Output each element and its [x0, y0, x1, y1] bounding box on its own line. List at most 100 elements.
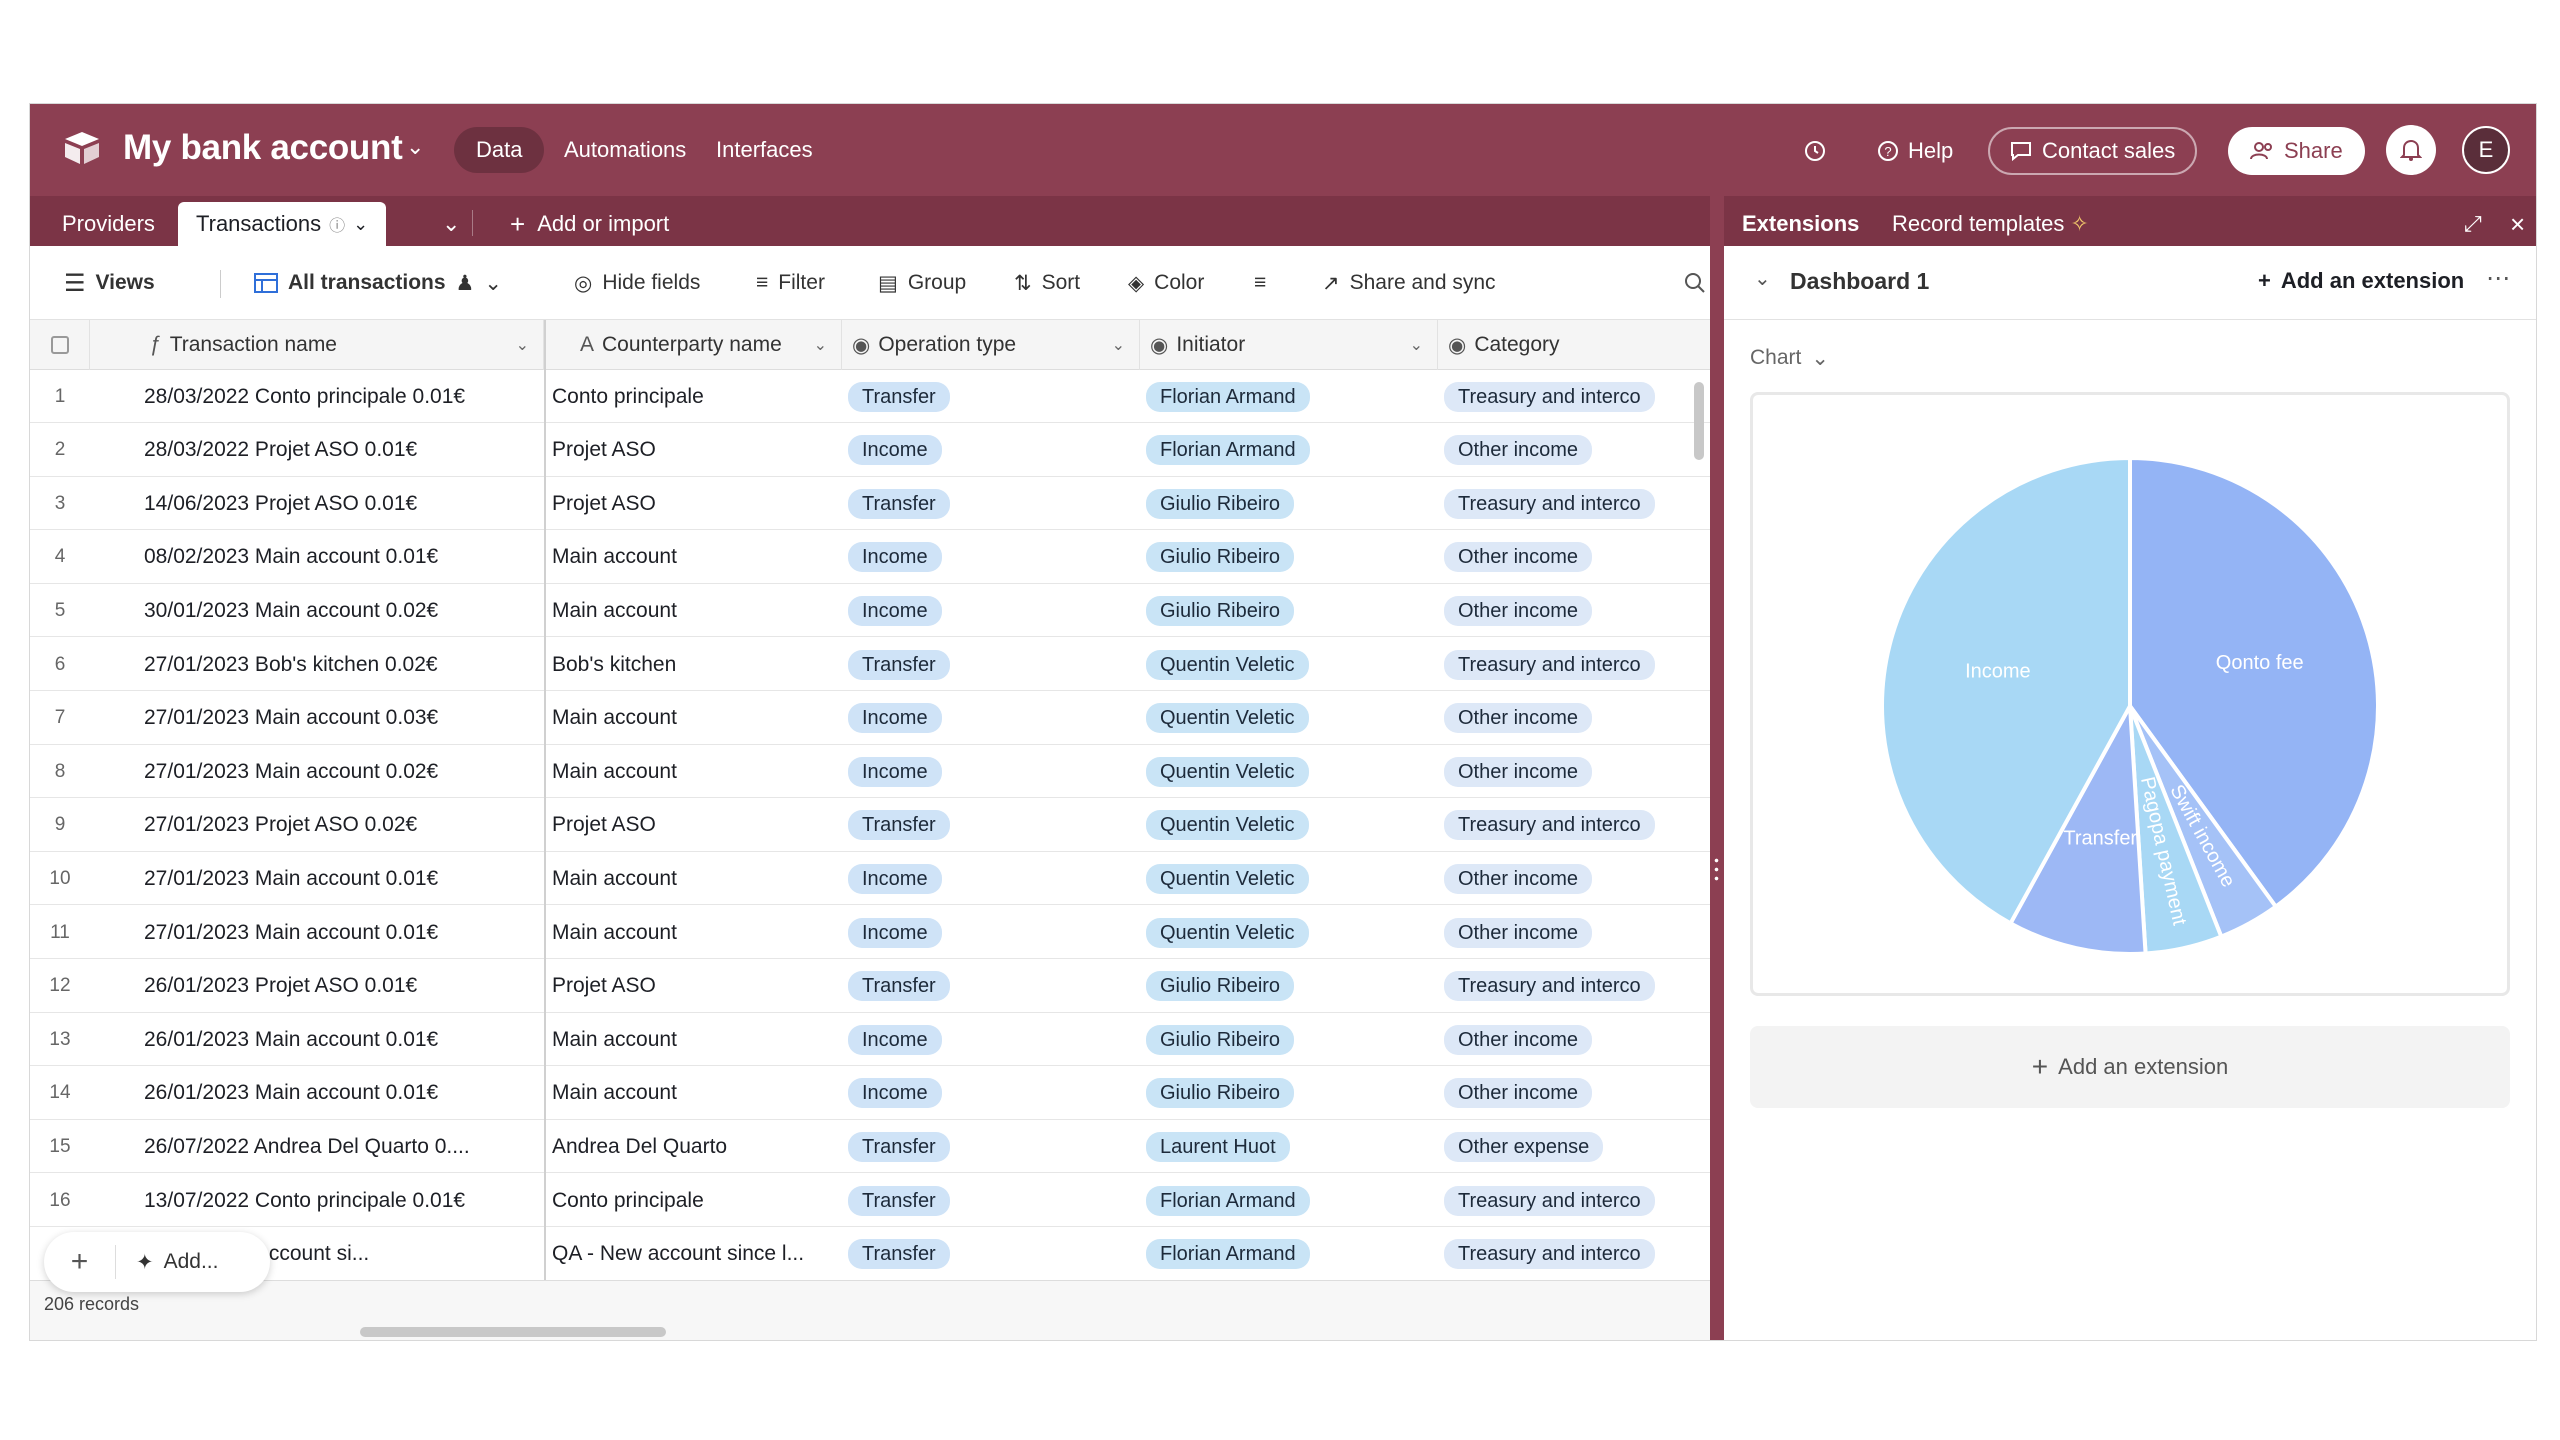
cell-category[interactable]: Other income [1444, 692, 1710, 745]
share-sync-button[interactable]: ↗ Share and sync [1322, 246, 1496, 320]
cell-counterparty-name[interactable]: Main account [552, 706, 677, 730]
cell-counterparty-name[interactable]: Projet ASO [552, 974, 656, 998]
add-extension-box[interactable]: + Add an extension [1750, 1026, 2510, 1108]
cell-transaction-name[interactable]: 26/01/2023 Projet ASO 0.01€ [144, 974, 418, 998]
chevron-down-icon[interactable]: ⌄ [515, 337, 529, 354]
panel-resize-handle[interactable] [1710, 196, 1724, 1340]
group-button[interactable]: ▤ Group [878, 246, 966, 320]
cell-category[interactable]: Treasury and interco [1444, 370, 1710, 423]
cell-transaction-name[interactable]: 14/06/2023 Projet ASO 0.01€ [144, 491, 418, 515]
chevron-down-icon[interactable]: ⌄ [1409, 337, 1423, 354]
cell-category[interactable]: Treasury and interco [1444, 960, 1710, 1013]
vertical-scrollbar[interactable] [1694, 382, 1704, 460]
share-button[interactable]: Share [2228, 127, 2365, 175]
expand-icon[interactable]: ⤢ [2464, 211, 2482, 236]
avatar[interactable]: E [2462, 126, 2510, 174]
table-row[interactable]: 8 27/01/2023 Main account 0.02€ Main accou… [30, 745, 1710, 799]
search-icon[interactable] [1684, 246, 1706, 320]
cell-category[interactable]: Treasury and interco [1444, 1228, 1710, 1280]
cell-counterparty-name[interactable]: Andrea Del Quarto [552, 1134, 728, 1158]
cell-category[interactable]: Other income [1444, 584, 1710, 637]
cell-operation-type[interactable]: Income [848, 692, 1138, 745]
filter-button[interactable]: ≡ Filter [756, 246, 825, 320]
chevron-down-icon[interactable]: ⌄ [1111, 337, 1125, 354]
sort-button[interactable]: ⇅ Sort [1014, 246, 1080, 320]
table-row[interactable]: 10 27/01/2023 Main account 0.01€ Main acco… [30, 852, 1710, 906]
history-icon[interactable] [1802, 127, 1828, 175]
cell-initiator[interactable]: Quentin Veletic [1146, 852, 1436, 905]
chevron-down-icon[interactable]: ⌄ [813, 337, 827, 354]
cell-transaction-name[interactable]: 27/01/2023 Bob's kitchen 0.02€ [144, 652, 438, 676]
cell-category[interactable]: Other income [1444, 531, 1710, 584]
cell-counterparty-name[interactable]: Main account [552, 759, 677, 783]
cell-initiator[interactable]: Giulio Ribeiro [1146, 531, 1436, 584]
column-header-category[interactable]: ◉ Category [1438, 320, 1710, 370]
cell-category[interactable]: Treasury and interco [1444, 799, 1710, 852]
cell-transaction-name[interactable]: 27/01/2023 Main account 0.03€ [144, 706, 439, 730]
cell-category[interactable]: Treasury and interco [1444, 638, 1710, 691]
table-row[interactable]: 6 27/01/2023 Bob's kitchen 0.02€ Bob's kit… [30, 638, 1710, 691]
cell-category[interactable]: Treasury and interco [1444, 1174, 1710, 1227]
column-header-operation-type[interactable]: ◉ Operation type ⌄ [842, 320, 1140, 370]
cell-counterparty-name[interactable]: QA - New account since l... [552, 1242, 805, 1266]
more-options-icon[interactable]: ⋯ [2486, 265, 2510, 292]
cell-transaction-name[interactable]: 28/03/2022 Projet ASO 0.01€ [144, 438, 418, 462]
cell-operation-type[interactable]: Transfer [848, 638, 1138, 691]
add-or-import-button[interactable]: + Add or import [492, 202, 687, 246]
cell-counterparty-name[interactable]: Conto principale [552, 384, 704, 408]
cell-operation-type[interactable]: Income [848, 906, 1138, 959]
table-row[interactable]: 12 26/01/2023 Projet ASO 0.01€ Projet ASO T… [30, 959, 1710, 1013]
cell-category[interactable]: Other income [1444, 424, 1710, 477]
add-row-plus-icon[interactable]: + [44, 1245, 116, 1279]
cell-counterparty-name[interactable]: Main account [552, 920, 677, 944]
add-record-button[interactable]: ✦ Add... [116, 1250, 218, 1275]
nav-automations[interactable]: Automations [564, 137, 687, 162]
table-row[interactable]: 11 27/01/2023 Main account 0.01€ Main acco… [30, 906, 1710, 959]
table-row[interactable]: 16 13/07/2022 Conto principale 0.01€ Conto… [30, 1174, 1710, 1227]
cell-category[interactable]: Other income [1444, 1067, 1710, 1120]
cell-initiator[interactable]: Florian Armand [1146, 1174, 1436, 1227]
table-row[interactable]: 5 30/01/2023 Main account 0.02€ Main accou… [30, 584, 1710, 638]
cell-counterparty-name[interactable]: Projet ASO [552, 438, 656, 462]
cell-initiator[interactable]: Laurent Huot [1146, 1120, 1436, 1173]
table-row[interactable]: 9 27/01/2023 Projet ASO 0.02€ Projet ASO Tr… [30, 798, 1710, 852]
cell-operation-type[interactable]: Income [848, 1067, 1138, 1120]
cell-operation-type[interactable]: Income [848, 1013, 1138, 1066]
table-row[interactable]: 1 28/03/2022 Conto principale 0.01€ Conto … [30, 370, 1710, 423]
cell-initiator[interactable]: Giulio Ribeiro [1146, 960, 1436, 1013]
table-row[interactable]: 14 26/01/2023 Main account 0.01€ Main acco… [30, 1066, 1710, 1120]
tab-transactions[interactable]: Transactions ⓘ ⌄ [178, 202, 387, 246]
contact-sales-button[interactable]: Contact sales [1988, 127, 2198, 175]
cell-operation-type[interactable]: Transfer [848, 1174, 1138, 1227]
chevron-down-icon[interactable]: ⌄ [406, 134, 425, 159]
pie-slice-income[interactable] [1880, 455, 2132, 927]
cell-initiator[interactable]: Giulio Ribeiro [1146, 1067, 1436, 1120]
color-button[interactable]: ◈ Color [1128, 246, 1204, 320]
views-button[interactable]: ☰ Views [64, 246, 155, 320]
chevron-down-icon[interactable]: ⌄ [1754, 268, 1771, 290]
cell-initiator[interactable]: Giulio Ribeiro [1146, 584, 1436, 637]
chevron-down-icon[interactable]: ⌄ [353, 213, 369, 234]
dashboard-title[interactable]: Dashboard 1 [1790, 268, 1930, 294]
nav-data[interactable]: Data [454, 127, 545, 173]
chart-selector[interactable]: Chart ⌄ [1750, 346, 1829, 371]
cell-category[interactable]: Other income [1444, 852, 1710, 905]
cell-initiator[interactable]: Giulio Ribeiro [1146, 477, 1436, 530]
add-extension-button[interactable]: + Add an extension [2258, 268, 2464, 294]
cell-operation-type[interactable]: Transfer [848, 1120, 1138, 1173]
cell-transaction-name[interactable]: 26/01/2023 Main account 0.01€ [144, 1027, 439, 1051]
cell-transaction-name[interactable]: 30/01/2023 Main account 0.02€ [144, 598, 439, 622]
help-button[interactable]: ? Help [1876, 127, 1953, 175]
table-row[interactable]: 7 27/01/2023 Main account 0.03€ Main accou… [30, 691, 1710, 745]
base-title[interactable]: My bank account [123, 128, 403, 167]
cell-transaction-name[interactable]: 27/01/2023 Main account 0.01€ [144, 866, 439, 890]
cell-counterparty-name[interactable]: Main account [552, 598, 677, 622]
tab-record-templates[interactable]: Record templates ✧ [1874, 202, 2107, 246]
pie-slice-transfer[interactable] [2007, 699, 2148, 956]
cell-transaction-name[interactable]: 13/07/2022 Conto principale 0.01€ [144, 1188, 466, 1212]
column-header-initiator[interactable]: ◉ Initiator ⌄ [1140, 320, 1438, 370]
view-switcher[interactable]: All transactions ♟ ⌄ [254, 246, 502, 320]
cell-transaction-name[interactable]: 08/02/2023 Main account 0.01€ [144, 545, 439, 569]
column-header-counterparty-name[interactable]: A Counterparty name ⌄ [546, 320, 842, 370]
cell-transaction-name[interactable]: 28/03/2022 Conto principale 0.01€ [144, 384, 466, 408]
